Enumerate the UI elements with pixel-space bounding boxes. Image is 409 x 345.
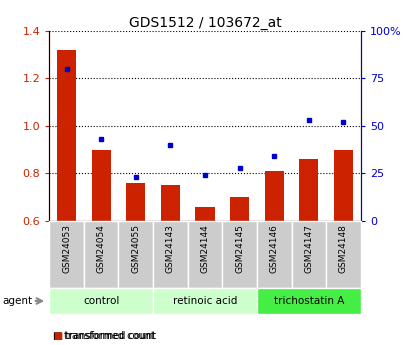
Text: GSM24147: GSM24147: [303, 224, 312, 273]
Bar: [126, 183, 145, 221]
Bar: [187, 31, 222, 221]
Bar: [291, 31, 326, 221]
Text: transformed count: transformed count: [63, 331, 154, 341]
Bar: [291, 221, 326, 288]
Bar: [187, 221, 222, 288]
Bar: [333, 150, 352, 221]
Bar: [256, 288, 360, 314]
Bar: [160, 185, 180, 221]
Text: GSM24145: GSM24145: [234, 224, 243, 273]
Text: GSM24146: GSM24146: [269, 224, 278, 273]
Text: GSM24144: GSM24144: [200, 224, 209, 273]
Bar: [83, 221, 118, 288]
Text: trichostatin A: trichostatin A: [273, 296, 343, 306]
Bar: [57, 50, 76, 221]
Bar: [256, 221, 291, 288]
Bar: [49, 288, 153, 314]
Bar: [222, 221, 256, 288]
Bar: [256, 31, 291, 221]
Bar: [118, 221, 153, 288]
Bar: [118, 31, 153, 221]
Text: GSM24143: GSM24143: [166, 224, 175, 273]
Text: control: control: [83, 296, 119, 306]
Text: GSM24053: GSM24053: [62, 224, 71, 273]
Bar: [153, 221, 187, 288]
Bar: [153, 288, 256, 314]
Text: GSM24148: GSM24148: [338, 224, 347, 273]
Bar: [222, 31, 256, 221]
Text: ■ transformed count: ■ transformed count: [53, 331, 156, 341]
Text: GSM24055: GSM24055: [131, 224, 140, 273]
Bar: [49, 221, 83, 288]
Bar: [153, 31, 187, 221]
Bar: [264, 171, 283, 221]
Bar: [49, 31, 83, 221]
Text: agent: agent: [2, 296, 32, 306]
Title: GDS1512 / 103672_at: GDS1512 / 103672_at: [128, 16, 281, 30]
Bar: [326, 31, 360, 221]
Bar: [83, 31, 118, 221]
Bar: [91, 150, 110, 221]
Text: GSM24054: GSM24054: [97, 224, 106, 273]
Text: retinoic acid: retinoic acid: [172, 296, 237, 306]
Bar: [229, 197, 249, 221]
Bar: [195, 207, 214, 221]
Bar: [326, 221, 360, 288]
Bar: [299, 159, 318, 221]
Text: ■: ■: [53, 331, 63, 341]
